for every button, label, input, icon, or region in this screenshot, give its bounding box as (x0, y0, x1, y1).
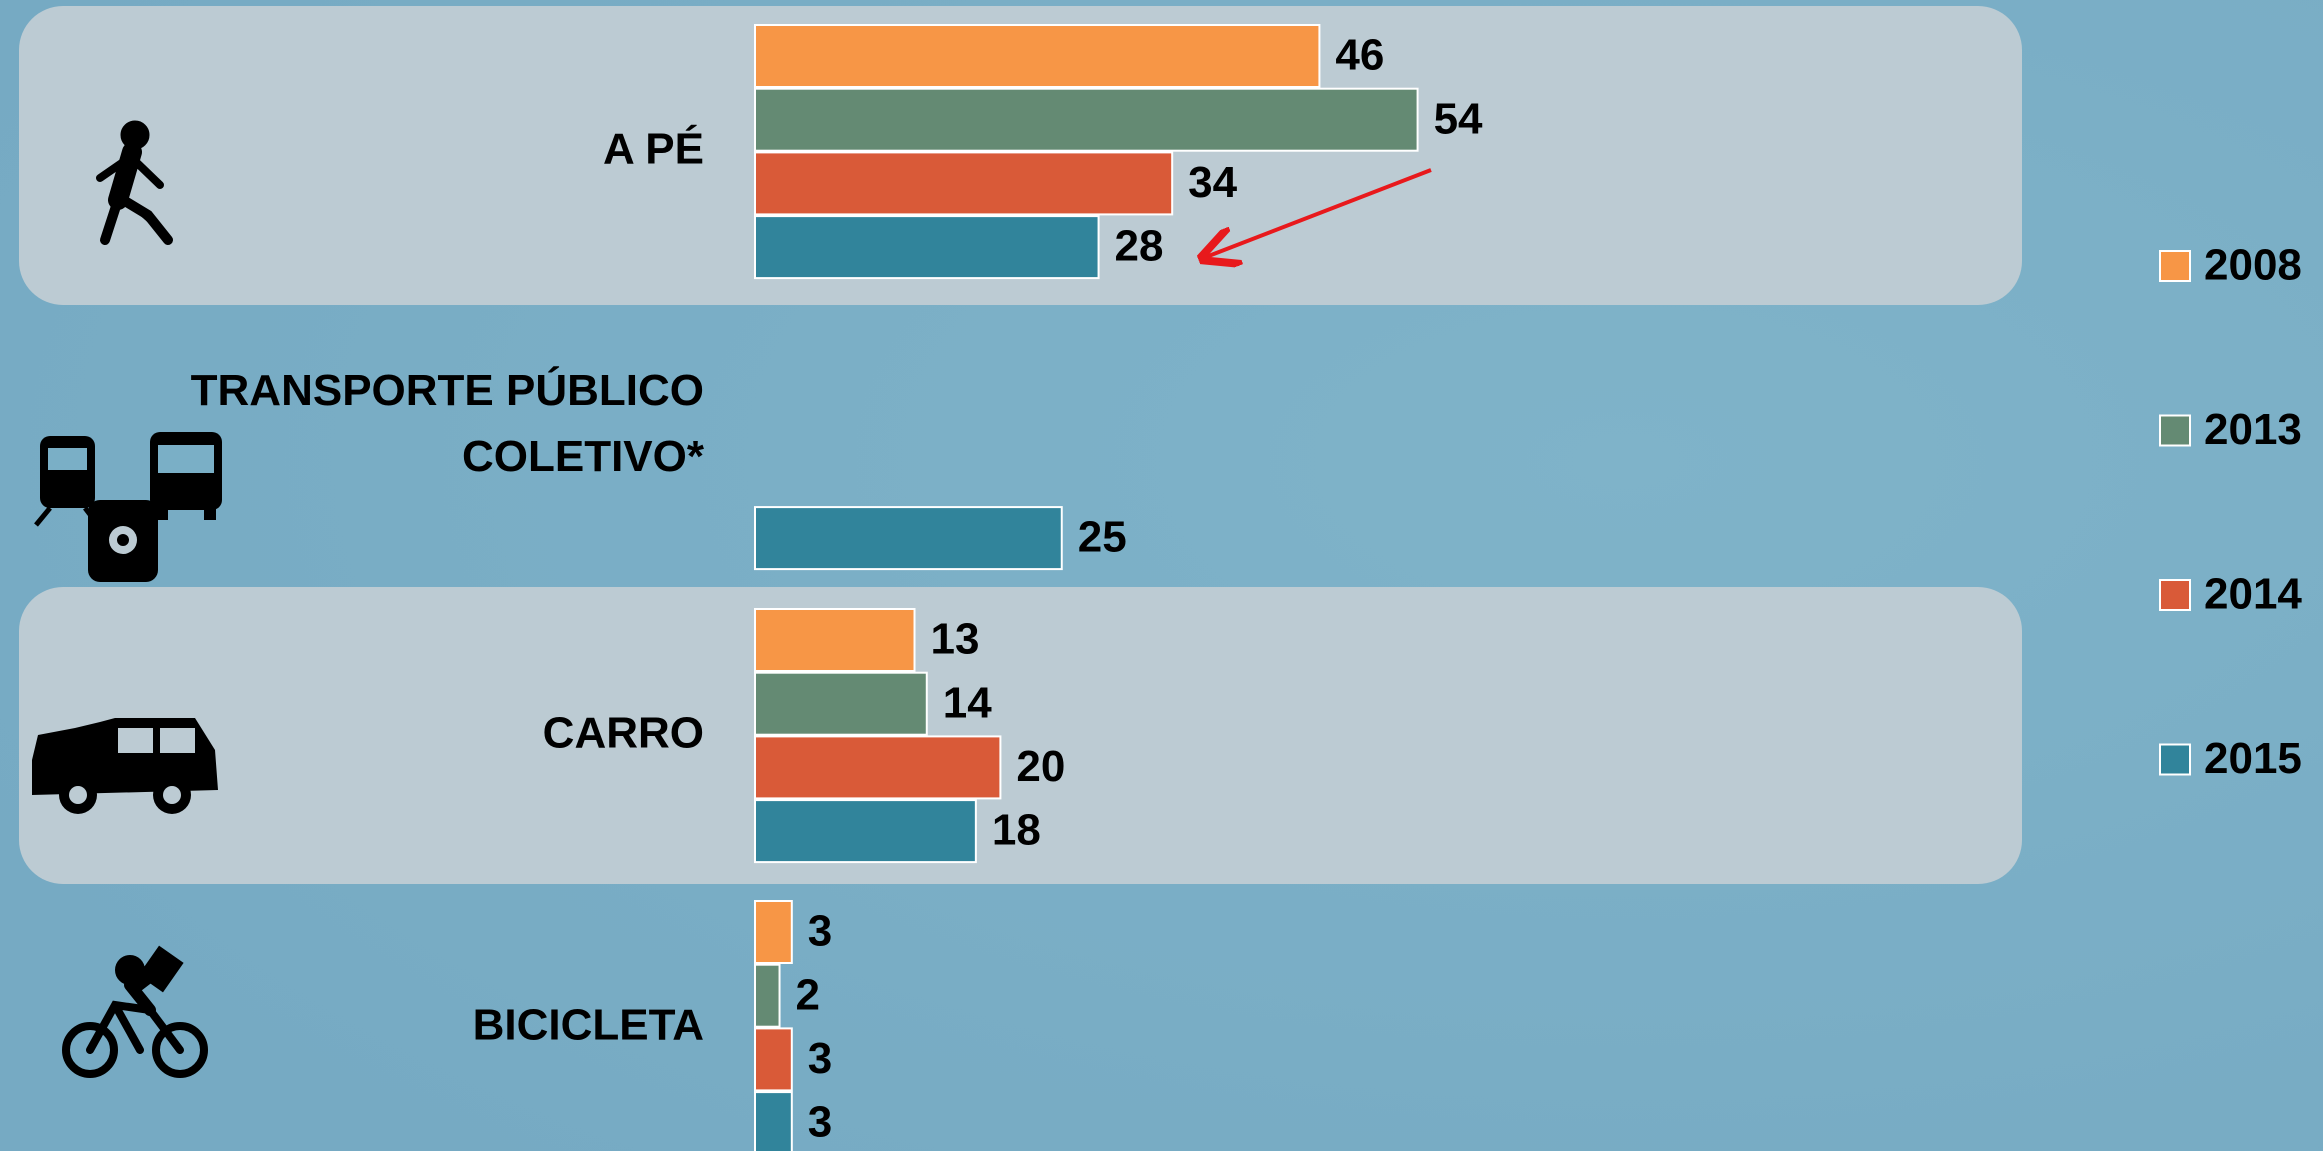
bar (754, 900, 793, 964)
bar (754, 506, 1063, 571)
bar (754, 671, 928, 736)
legend-swatch (2159, 743, 2191, 776)
value-label: 18 (992, 806, 1041, 855)
value-label: 34 (1188, 158, 1237, 207)
value-label: 14 (943, 678, 992, 727)
value-label: 3 (808, 907, 832, 956)
bar (754, 151, 1174, 216)
bicycle-icon (62, 945, 208, 1078)
value-label: 13 (931, 615, 980, 664)
bar (754, 1091, 793, 1151)
value-label: 3 (808, 1098, 832, 1147)
category-label: TRANSPORTE PÚBLICO COLETIVO* (191, 365, 705, 481)
walk-icon (96, 120, 173, 245)
value-label: 20 (1016, 742, 1065, 791)
bar (754, 963, 781, 1028)
value-label: 3 (808, 1034, 832, 1083)
transit-icon (34, 432, 222, 582)
value-label: 46 (1335, 31, 1384, 80)
annotation-arrow (1206, 168, 1432, 257)
legend-label: 2015 (2204, 734, 2302, 783)
bar (754, 608, 916, 672)
legend-swatch (2159, 250, 2191, 282)
legend-label: 2014 (2204, 570, 2302, 619)
legend-label: 2008 (2204, 241, 2302, 290)
value-label: 25 (1078, 513, 1127, 562)
car-icon (32, 718, 218, 814)
panel (19, 587, 2022, 884)
bar (754, 799, 977, 864)
category-label: CARRO (543, 709, 704, 758)
value-label: 28 (1115, 222, 1164, 271)
category-label: A PÉ (603, 124, 704, 174)
bar (754, 215, 1100, 280)
value-label: 2 (796, 970, 820, 1019)
bar (754, 87, 1419, 152)
legend-swatch (2159, 579, 2191, 611)
bar (754, 24, 1321, 88)
bar (754, 735, 1002, 800)
legend-swatch (2159, 414, 2191, 447)
bar (754, 1027, 793, 1092)
category-label: BICICLETA (473, 1001, 704, 1050)
legend-label: 2013 (2204, 405, 2302, 454)
value-label: 54 (1434, 94, 1483, 143)
